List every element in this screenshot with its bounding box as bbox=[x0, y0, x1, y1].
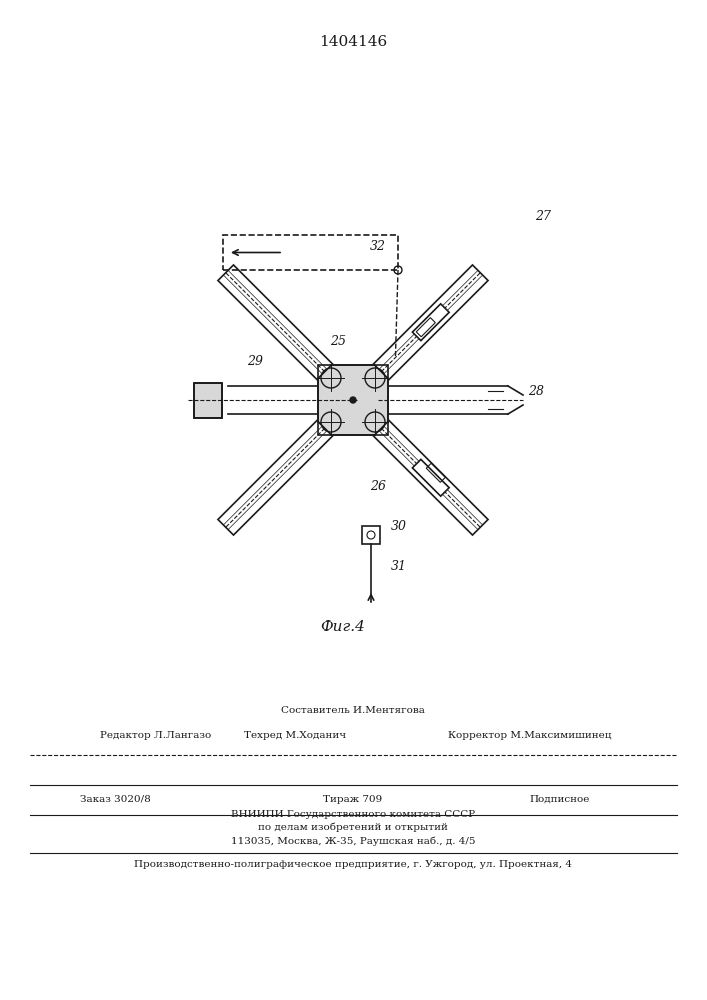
Polygon shape bbox=[373, 265, 488, 379]
Text: Составитель И.Ментягова: Составитель И.Ментягова bbox=[281, 706, 425, 715]
Text: Корректор М.Максимишинец: Корректор М.Максимишинец bbox=[448, 731, 612, 740]
Text: 25: 25 bbox=[330, 335, 346, 348]
Bar bbox=[223, 235, 398, 270]
Text: по делам изобретений и открытий: по делам изобретений и открытий bbox=[258, 823, 448, 832]
Text: 32: 32 bbox=[370, 240, 386, 253]
Text: 30: 30 bbox=[391, 520, 407, 533]
Text: Фиг.4: Фиг.4 bbox=[320, 620, 366, 634]
Polygon shape bbox=[218, 421, 332, 535]
Polygon shape bbox=[218, 265, 332, 379]
Text: 113035, Москва, Ж-35, Раушская наб., д. 4/5: 113035, Москва, Ж-35, Раушская наб., д. … bbox=[230, 836, 475, 846]
Text: Производственно-полиграфическое предприятие, г. Ужгород, ул. Проектная, 4: Производственно-полиграфическое предприя… bbox=[134, 860, 572, 869]
Text: Заказ 3020/8: Заказ 3020/8 bbox=[80, 795, 151, 804]
Polygon shape bbox=[412, 459, 449, 496]
Polygon shape bbox=[194, 382, 222, 418]
Text: 27: 27 bbox=[535, 210, 551, 223]
Polygon shape bbox=[318, 365, 388, 435]
Text: 29: 29 bbox=[247, 355, 263, 368]
Text: Редактор Л.Лангазо: Редактор Л.Лангазо bbox=[100, 731, 211, 740]
Text: 1404146: 1404146 bbox=[319, 35, 387, 49]
Polygon shape bbox=[373, 421, 488, 535]
Text: Подписное: Подписное bbox=[530, 795, 590, 804]
Text: Техред М.Ходанич: Техред М.Ходанич bbox=[244, 731, 346, 740]
Polygon shape bbox=[412, 304, 449, 341]
Circle shape bbox=[350, 397, 356, 403]
Text: Тираж 709: Тираж 709 bbox=[323, 795, 382, 804]
Text: 26: 26 bbox=[370, 480, 386, 493]
Text: 28: 28 bbox=[528, 385, 544, 398]
Text: 31: 31 bbox=[391, 560, 407, 573]
Text: ВНИИПИ Государственного комитета СССР: ВНИИПИ Государственного комитета СССР bbox=[231, 810, 475, 819]
